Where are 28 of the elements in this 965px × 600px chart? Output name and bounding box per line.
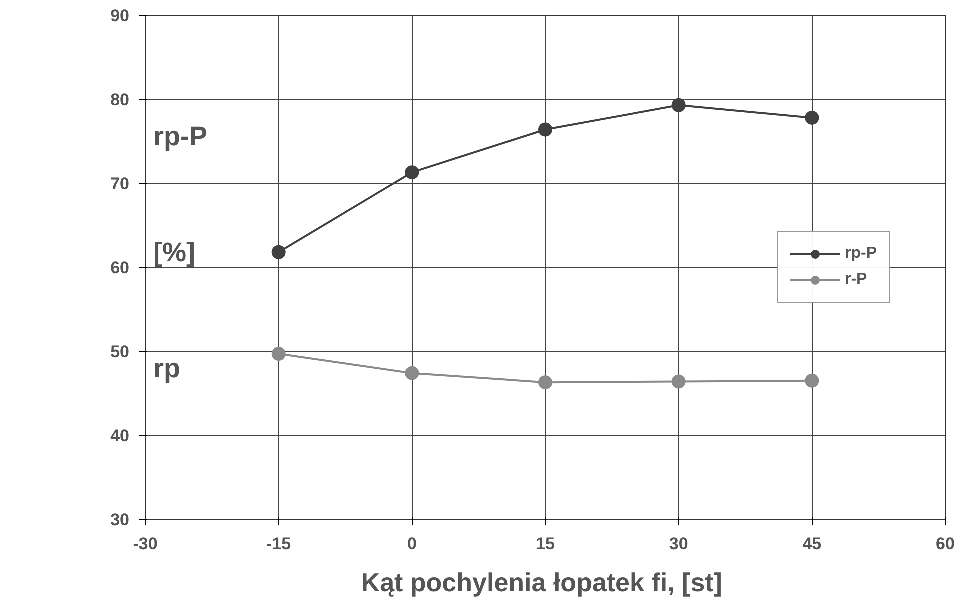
text: rp-P [%] rp	[154, 121, 208, 384]
x-tick-label: 30	[669, 534, 688, 554]
x-tick-label: -15	[266, 534, 292, 554]
y-tick-label: 70	[110, 174, 130, 194]
y-tick-label: 90	[110, 6, 130, 26]
x-tick-label: -30	[133, 534, 158, 554]
point	[672, 98, 686, 112]
legend-label: rp-P	[845, 245, 877, 263]
point	[272, 245, 286, 260]
y-tick-label: 50	[110, 342, 130, 362]
x-tick-label: 0	[407, 534, 417, 554]
x-tick-label: 60	[936, 534, 955, 554]
point	[405, 166, 420, 180]
x-axis-title: Kąt pochylenia łopatek fi, [st]	[361, 568, 722, 598]
point	[805, 374, 820, 388]
y-tick-label: 60	[110, 258, 130, 278]
y-tick-label: 40	[110, 426, 130, 446]
point	[672, 374, 686, 389]
y-tick-label: 30	[110, 510, 130, 530]
point	[272, 347, 286, 362]
legend-label: r-P	[845, 271, 868, 289]
point	[538, 376, 552, 390]
point	[405, 366, 420, 380]
point	[805, 110, 820, 125]
y-tick-label: 80	[110, 90, 130, 110]
point	[538, 122, 552, 137]
x-tick-label: 15	[536, 534, 555, 554]
x-tick-label: 45	[802, 534, 822, 554]
